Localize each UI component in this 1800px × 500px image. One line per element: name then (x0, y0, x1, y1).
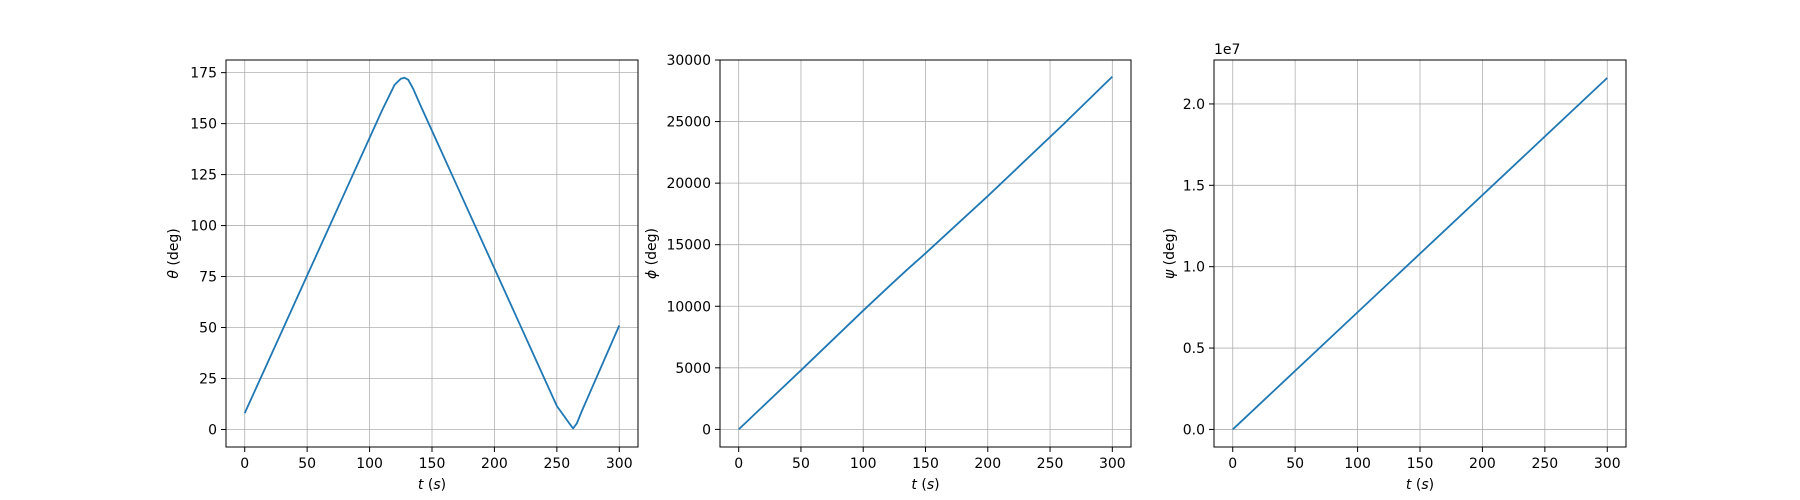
y-tick-label: 175 (190, 66, 217, 82)
x-tick-label: 200 (974, 456, 1001, 472)
x-axis-label: t (s) (418, 477, 446, 493)
x-tick-label: 50 (1286, 456, 1304, 472)
y-tick-label: 1.5 (1183, 178, 1205, 194)
x-tick-label: 150 (1407, 456, 1434, 472)
y-tick-label: 75 (199, 270, 217, 286)
y-axis-label: ϕ (deg) (644, 228, 660, 279)
y-axis-label: θ (deg) (166, 228, 182, 278)
series-line (243, 76, 621, 430)
y-tick-label: 150 (190, 117, 217, 133)
x-tick-label: 300 (606, 456, 633, 472)
series-line (738, 75, 1113, 431)
y-axis-label: ψ (deg) (1162, 228, 1178, 279)
x-tick-label: 250 (1037, 456, 1064, 472)
x-tick-label: 150 (912, 456, 939, 472)
x-tick-label: 100 (1344, 456, 1371, 472)
y-tick-label: 0.0 (1183, 422, 1205, 438)
x-tick-label: 250 (1531, 456, 1558, 472)
y-tick-label: 0 (208, 422, 217, 438)
series-line (1232, 77, 1608, 431)
x-axis-label: t (s) (1406, 477, 1434, 493)
x-tick-label: 0 (734, 456, 743, 472)
x-tick-label: 250 (543, 456, 570, 472)
x-tick-label: 100 (356, 456, 383, 472)
x-tick-label: 50 (298, 456, 316, 472)
y-tick-label: 0 (702, 422, 711, 438)
y-tick-label: 5000 (675, 361, 711, 377)
y-tick-label: 1.0 (1183, 260, 1205, 276)
chart-2: 0 50 100 150 200 250 300 0 5000 10000 15000 20000 25… (644, 53, 1132, 493)
y-tick-label: 125 (190, 168, 217, 184)
y-tick-label: 30000 (666, 53, 711, 69)
x-tick-label: 150 (419, 456, 446, 472)
x-tick-label: 200 (1469, 456, 1496, 472)
x-axis-label: t (s) (911, 477, 939, 493)
x-tick-label: 0 (240, 456, 249, 472)
y-tick-label: 15000 (666, 238, 711, 254)
y-offset-label: 1e7 (1214, 42, 1240, 58)
chart-3: 0 50 100 150 200 250 300 0.0 0.5 1.0 1.5 2.0 t (s) ψ … (1162, 42, 1627, 493)
x-tick-label: 200 (481, 456, 508, 472)
x-tick-label: 50 (792, 456, 810, 472)
y-tick-label: 50 (199, 321, 217, 337)
y-tick-label: 100 (190, 219, 217, 235)
y-tick-label: 25 (199, 371, 217, 387)
x-tick-label: 300 (1099, 456, 1126, 472)
x-tick-label: 300 (1594, 456, 1621, 472)
y-tick-label: 10000 (666, 299, 711, 315)
y-tick-label: 0.5 (1183, 341, 1205, 357)
x-tick-label: 100 (850, 456, 877, 472)
chart-1: 0 50 100 150 200 250 300 0 25 50 75 100 125 150 175 t (… (166, 59, 639, 493)
y-tick-label: 2.0 (1183, 97, 1205, 113)
x-tick-label: 0 (1228, 456, 1237, 472)
y-tick-label: 20000 (666, 176, 711, 192)
y-tick-label: 25000 (666, 115, 711, 131)
